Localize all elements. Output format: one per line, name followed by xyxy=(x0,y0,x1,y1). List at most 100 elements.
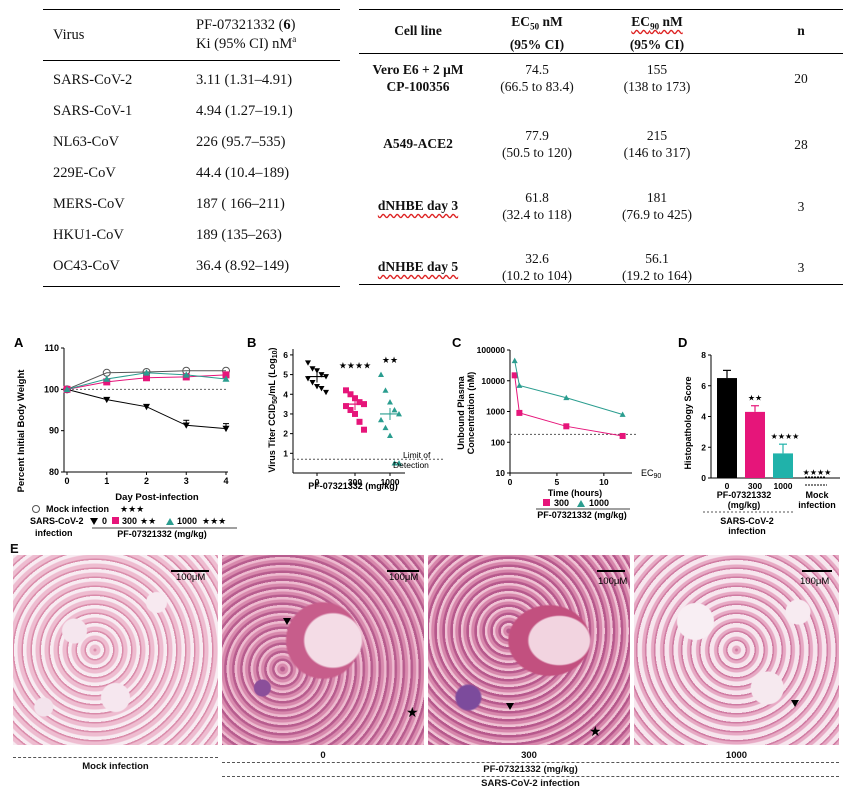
table-ki-row: MERS-CoV 187 ( 166–211) xyxy=(43,189,340,220)
series-line xyxy=(514,375,623,437)
ec50-ci-value: (66.5 to 83.4) xyxy=(500,79,574,94)
table-ec-ec50: 74.5 (66.5 to 83.4) xyxy=(477,61,597,95)
panel-c-letter: C xyxy=(452,335,462,350)
micrograph-markers: ★ ★ xyxy=(283,618,799,739)
ec90-value: 56.1 xyxy=(645,251,669,266)
panel-d-xlabel-1: PF-07321332 xyxy=(717,490,772,500)
data-point xyxy=(382,424,389,431)
table-ec-cellline: Vero E6 + 2 μM CP-100356 xyxy=(359,61,477,95)
data-point xyxy=(222,425,230,433)
bar xyxy=(745,411,765,478)
table-ki-bottom-rule xyxy=(43,286,340,287)
table-ki-header-rule xyxy=(43,60,340,61)
table-ec-header-ec90: EC90 nM (95% CI) xyxy=(597,13,717,53)
panel-b-xlabel: PF-07321332 (mg/kg) xyxy=(308,481,398,491)
stars-300: ★★ xyxy=(748,394,762,403)
y-tick-label: 1 xyxy=(283,448,288,458)
panel-b-lod-2: Detection xyxy=(393,460,429,470)
compound-name: PF-07321332 ( xyxy=(196,17,284,34)
data-point xyxy=(516,382,523,388)
table-ki-body: SARS-CoV-2 3.11 (1.31–4.91) SARS-CoV-1 4.94… xyxy=(43,65,340,282)
ec90-value: 181 xyxy=(646,190,668,205)
ec90c-sub: 90 xyxy=(654,473,662,480)
legend-1000-marker xyxy=(166,518,174,525)
legend-0-label: 0 xyxy=(102,516,107,526)
micrograph-1000: 100μM xyxy=(634,555,839,745)
table-ki-value: 187 ( 166–211) xyxy=(196,196,285,212)
y-tick-label: 3 xyxy=(283,409,288,419)
table-ec-n: 20 xyxy=(759,70,843,87)
data-point xyxy=(222,371,230,379)
data-point xyxy=(396,460,402,466)
data-point xyxy=(378,371,384,377)
data-point xyxy=(314,383,320,390)
x-tick-label: 10 xyxy=(599,477,609,487)
panel-d-mock-1: Mock xyxy=(805,490,829,500)
data-point xyxy=(619,411,626,417)
legend-1000-label: 1000 xyxy=(177,516,197,526)
stars-mock: ★★★★ xyxy=(803,468,832,477)
y-tick-label: 100000 xyxy=(477,345,506,355)
scale-label-3: 100μM xyxy=(598,576,628,587)
panel-b-letter: B xyxy=(247,335,256,350)
scale-label-2: 100μM xyxy=(389,572,419,583)
x-tick-label: 0 xyxy=(508,477,513,487)
ec90-ci-value: (138 to 173) xyxy=(623,79,691,94)
ec50-value: 32.6 xyxy=(525,251,549,266)
data-point xyxy=(143,403,150,411)
data-point xyxy=(182,371,190,378)
arrowhead-2 xyxy=(506,703,514,710)
data-point xyxy=(378,416,384,423)
data-point xyxy=(103,378,111,386)
data-point xyxy=(343,403,349,410)
data-point xyxy=(222,375,230,382)
table-ki-top-rule xyxy=(43,9,340,10)
data-point xyxy=(391,407,398,413)
y-tick-label: 80 xyxy=(49,467,59,477)
panel-d-sars-1: SARS-CoV-2 xyxy=(720,516,774,526)
legend-c-1000-marker xyxy=(577,500,585,507)
legend-sars-label: SARS-CoV-2 xyxy=(30,516,84,526)
panel-d-ylabel: Histopathology Score xyxy=(683,376,693,469)
table-ec-ec50: 61.8 (32.4 to 118) xyxy=(477,189,597,223)
ec90-ci-value: (146 to 317) xyxy=(623,145,691,160)
table-ki-row: OC43-CoV 36.4 (8.92–149) xyxy=(43,251,340,282)
micrograph-0: 100μM xyxy=(222,555,424,745)
stars-1000: ★★ xyxy=(382,355,398,365)
ec50-ci: (95% CI) xyxy=(509,36,565,52)
panel-a-legend: Mock infection ★★★ SARS-CoV-2 infection … xyxy=(30,504,237,539)
data-point xyxy=(305,376,311,382)
x-tick-label: 1000 xyxy=(381,477,400,487)
y-tick-label: 6 xyxy=(701,381,706,391)
label-infection: SARS-CoV-2 infection xyxy=(481,778,580,789)
table-ki-row: SARS-CoV-1 4.94 (1.27–19.1) xyxy=(43,96,340,127)
table-ec-header-rule xyxy=(359,53,843,54)
legend-300-label: 300 xyxy=(122,516,137,526)
y-tick-label: 5 xyxy=(283,370,288,380)
table-ec-top-rule xyxy=(359,9,843,10)
y-tick-label: 10 xyxy=(496,468,506,478)
legend-drug-label: PF-07321332 (mg/kg) xyxy=(117,529,207,539)
data-point xyxy=(356,399,363,406)
panel-b-ylabel: Virus Titer CCID50/mL (Log10) xyxy=(267,347,279,472)
ec50-ci-value: (10.2 to 104) xyxy=(501,268,573,283)
y-tick-label: 2 xyxy=(283,429,288,439)
scale-label-1: 100μM xyxy=(176,572,206,583)
compound-number: 6 xyxy=(283,17,291,34)
panel-c-plot: 10 100 1000 10000 100000 0 5 10 xyxy=(477,345,637,487)
y-tick-label: 110 xyxy=(44,343,59,353)
table-ki-virus: OC43-CoV xyxy=(53,258,120,274)
table-ec-cellline: dNHBE day 5 xyxy=(359,258,477,275)
table-ki-virus: SARS-CoV-2 xyxy=(53,72,133,88)
panel-e-letter: E xyxy=(10,541,19,556)
n-value: 3 xyxy=(797,199,805,214)
table-ec-ec90: 56.1 (19.2 to 164) xyxy=(597,250,717,284)
table-ki-virus: NL63-CoV xyxy=(53,134,120,150)
scale-bar-3 xyxy=(597,570,625,572)
ec90-ci-value: (19.2 to 164) xyxy=(621,268,693,283)
table-ec-n: 3 xyxy=(759,259,843,276)
table-ec-n: 28 xyxy=(759,136,843,153)
ec50-ci-value: (32.4 to 118) xyxy=(502,207,572,222)
n-value: 28 xyxy=(794,137,808,152)
